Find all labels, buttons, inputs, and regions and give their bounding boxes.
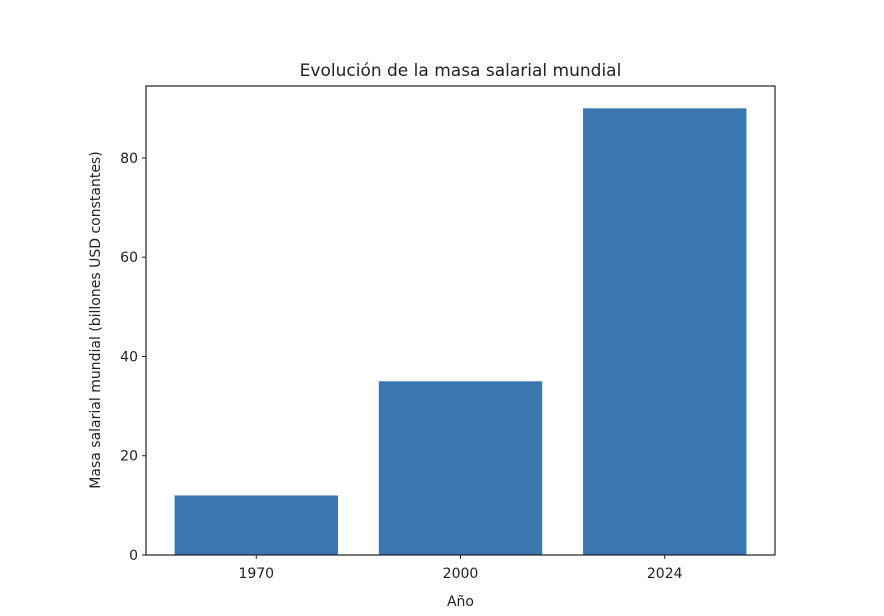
chart-title: Evolución de la masa salarial mundial (300, 61, 622, 81)
bar-1970 (174, 495, 338, 555)
y-tick-label: 0 (129, 548, 138, 564)
x-axis-label: Año (447, 594, 474, 610)
x-tick-label: 2000 (443, 566, 479, 582)
y-tick-label: 60 (120, 250, 138, 266)
bar-2024 (583, 108, 747, 555)
x-tick-label: 2024 (647, 566, 683, 582)
y-axis-label: Masa salarial mundial (billones USD cons… (88, 151, 104, 488)
y-tick-label: 80 (120, 151, 138, 167)
bar-2000 (378, 381, 543, 555)
y-tick-label: 40 (120, 349, 138, 365)
x-tick-label: 1970 (238, 566, 274, 582)
y-tick-label: 20 (120, 449, 138, 465)
